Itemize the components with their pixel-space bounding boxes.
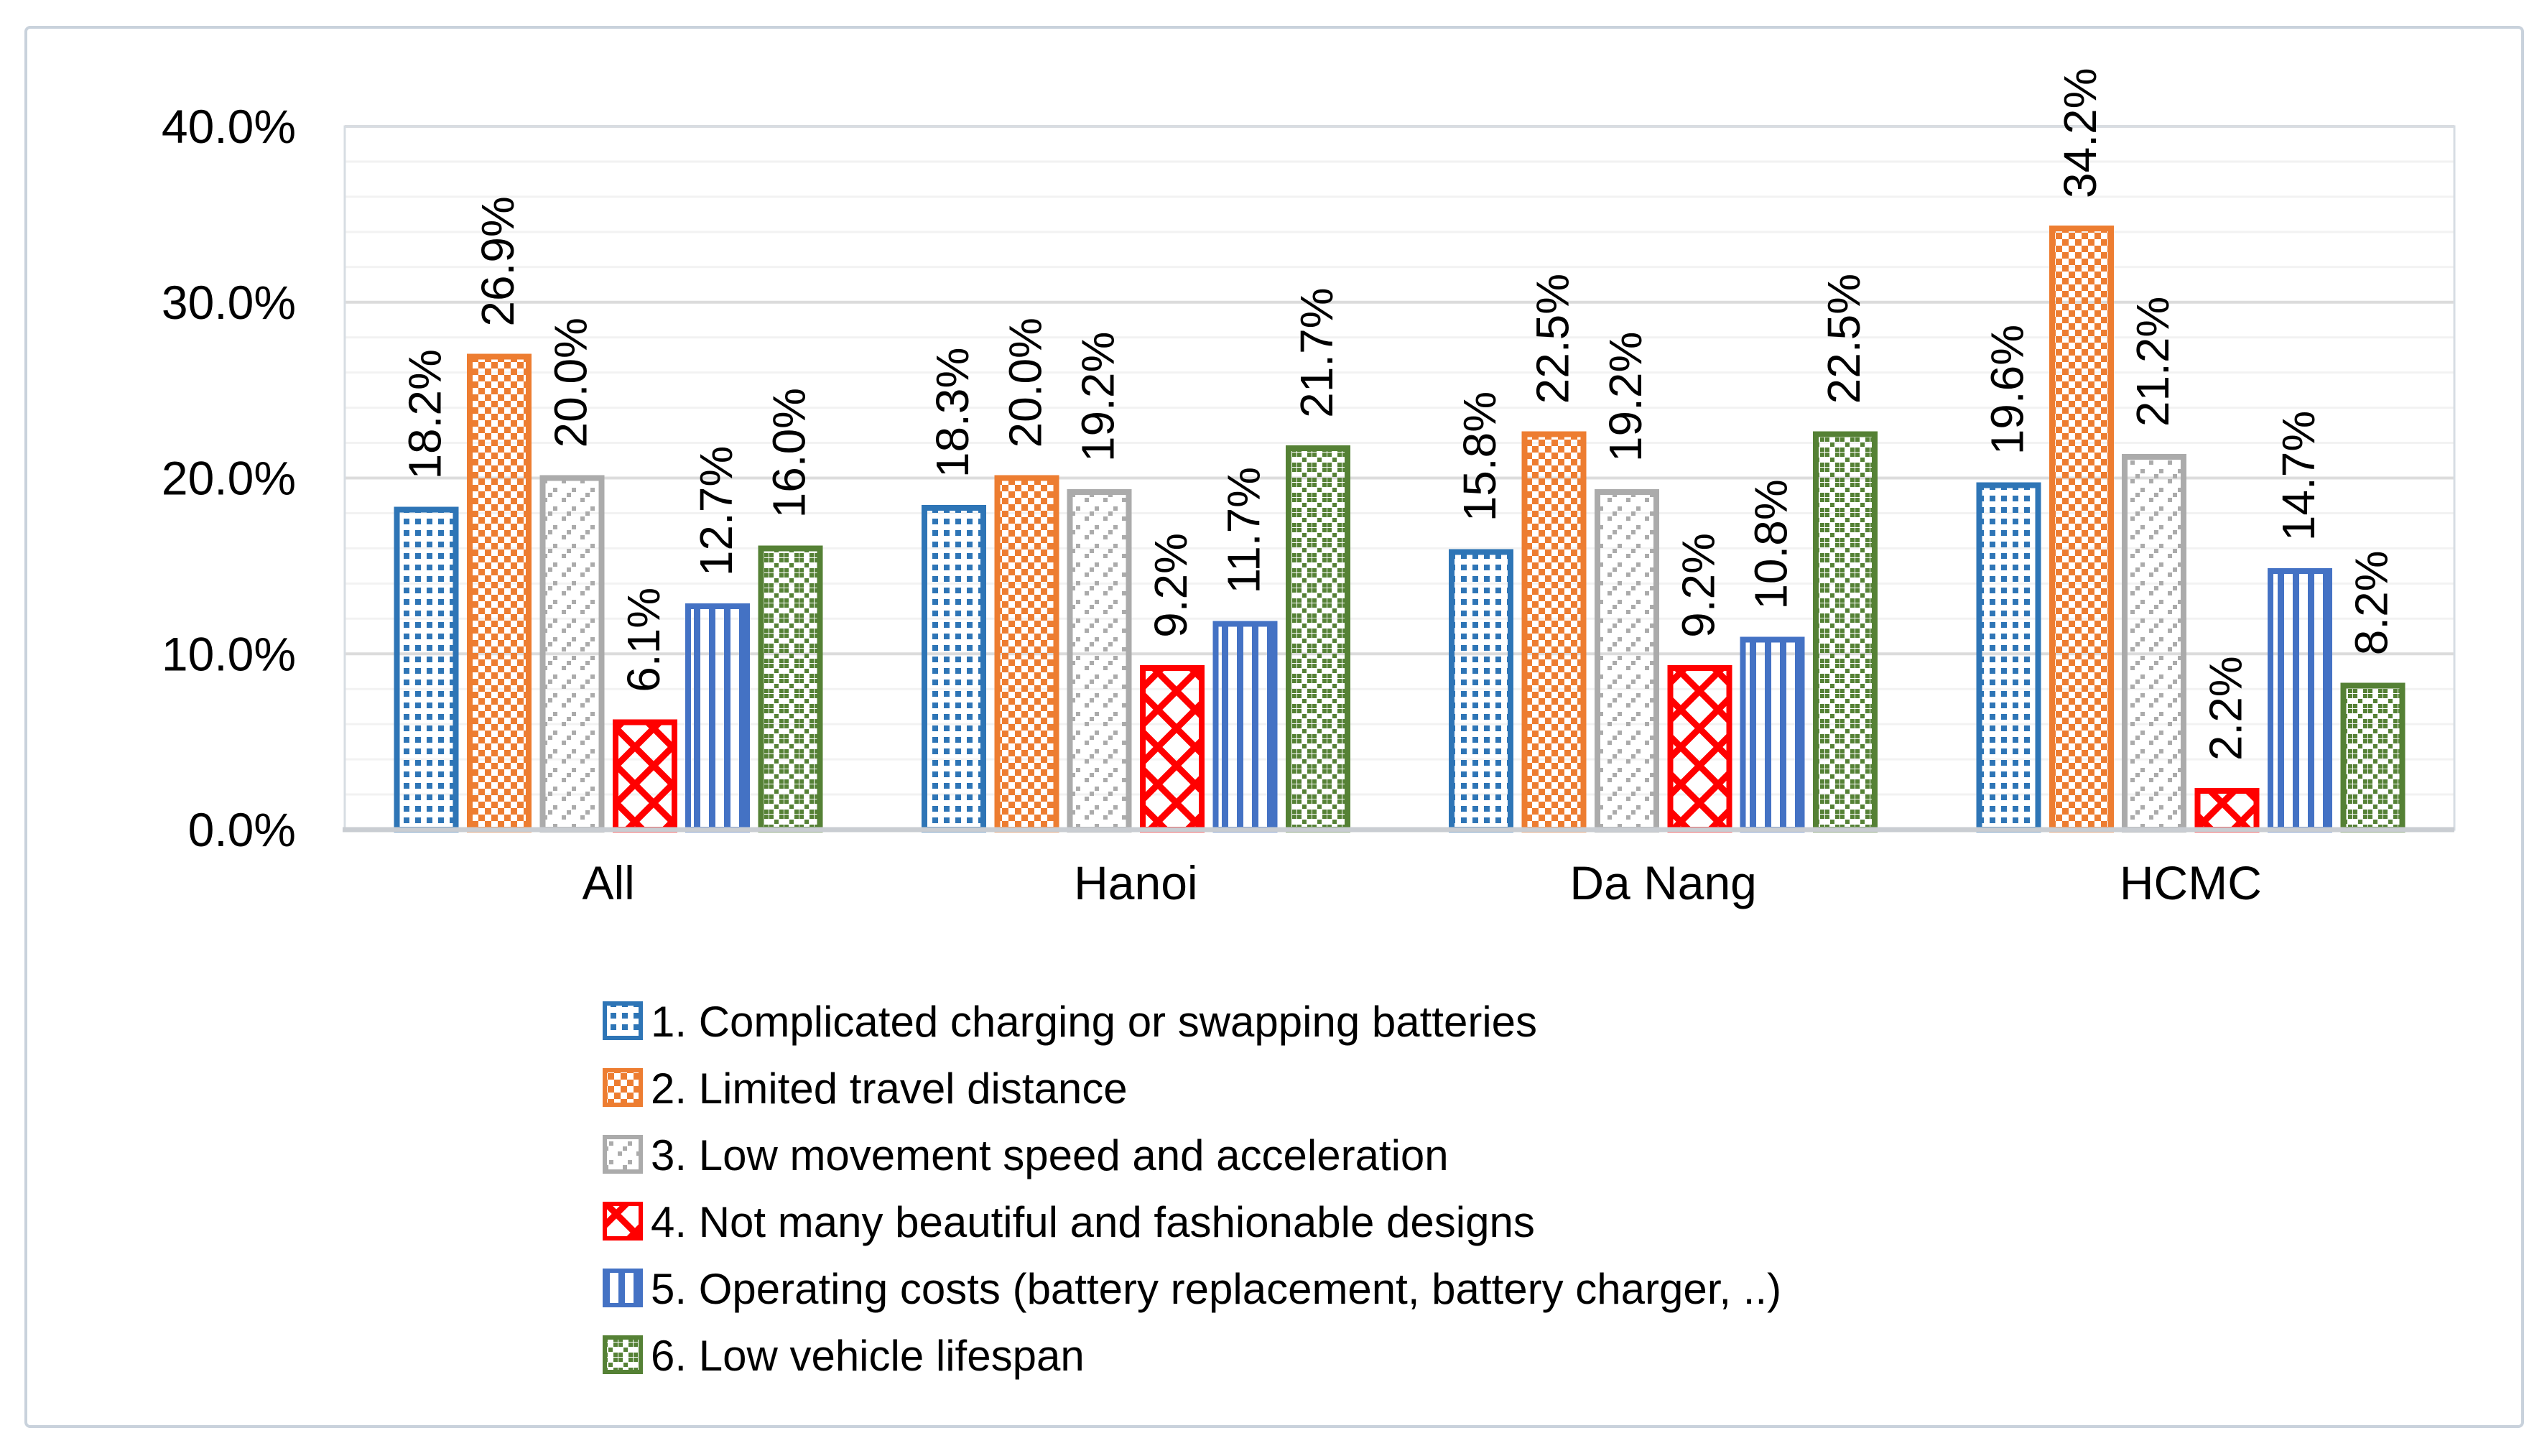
- bar-data-label: 15.8%: [1454, 391, 1506, 521]
- bar-hcmc-s5: [2267, 568, 2332, 833]
- series-3: 20.0% 19.2% 19.2% 21.2%: [539, 297, 2187, 833]
- legend-item-label: 1. Complicated charging or swapping batt…: [651, 998, 1537, 1046]
- bar-hcmc-s2: [2049, 225, 2114, 833]
- bar-data-label: 21.7%: [1291, 287, 1342, 417]
- x-axis-category-label: Da Nang: [1569, 856, 1757, 909]
- bar-data-label: 26.9%: [472, 196, 524, 326]
- legend-swatch-2: [603, 1068, 643, 1107]
- bar-all-s1: [394, 506, 459, 833]
- bar-data-label: 21.2%: [2127, 297, 2179, 427]
- bar-data-label: 34.2%: [2054, 68, 2106, 198]
- legend-swatch-3: [603, 1135, 643, 1174]
- y-axis-tick-label: 20.0%: [162, 452, 296, 505]
- bar-data-label: 20.0%: [544, 317, 596, 448]
- bar-hcmc-s4: [2194, 788, 2260, 833]
- bar-data-label: 20.0%: [999, 317, 1051, 448]
- bar-data-label: 22.5%: [1527, 274, 1579, 404]
- bar-all-s4: [612, 719, 677, 833]
- series-5: 12.7% 11.7% 10.8% 14.7%: [685, 411, 2332, 833]
- bar-all-s2: [467, 353, 532, 833]
- y-axis-tick-label: 0.0%: [188, 803, 296, 856]
- legend-item-label: 5. Operating costs (battery replacement,…: [651, 1265, 1781, 1313]
- legend-item-2: 2. Limited travel distance: [603, 1065, 1128, 1113]
- bar-all-s5: [685, 603, 751, 833]
- series-6: 16.0% 21.7% 22.5% 8.2%: [758, 274, 2406, 833]
- x-axis-category-label: HCMC: [2120, 856, 2262, 909]
- bar-data-label: 12.7%: [690, 446, 742, 576]
- y-axis-tick-label: 30.0%: [162, 276, 296, 329]
- bar-da-nang-s6: [1813, 431, 1878, 833]
- bar-hanoi-s1: [921, 505, 986, 833]
- bar-data-label: 6.1%: [618, 588, 669, 692]
- series-4: 6.1% 9.2% 9.2% 2.2%: [612, 533, 2260, 833]
- bar-hanoi-s6: [1285, 445, 1350, 833]
- legend-item-1: 1. Complicated charging or swapping batt…: [603, 998, 1537, 1046]
- bar-data-label: 14.7%: [2273, 411, 2324, 541]
- legend-item-5: 5. Operating costs (battery replacement,…: [603, 1265, 1781, 1313]
- bar-hanoi-s5: [1212, 621, 1278, 833]
- legend-item-4: 4. Not many beautiful and fashionable de…: [603, 1198, 1535, 1246]
- legend-swatch-1: [603, 1001, 643, 1040]
- bar-da-nang-s5: [1740, 636, 1805, 833]
- bar-data-label: 19.2%: [1600, 332, 1651, 462]
- series-2: 26.9% 20.0% 22.5% 34.2%: [467, 68, 2114, 833]
- bar-hanoi-s4: [1140, 664, 1205, 833]
- bar-hanoi-s2: [994, 475, 1059, 833]
- bar-data-label: 8.2%: [2345, 550, 2397, 655]
- bar-hcmc-s3: [2122, 454, 2187, 833]
- series-1: 18.2% 18.3% 15.8% 19.6%: [394, 325, 2041, 833]
- bar-hcmc-s1: [1976, 482, 2041, 833]
- bar-data-label: 2.2%: [2200, 656, 2252, 761]
- legend-item-label: 4. Not many beautiful and fashionable de…: [651, 1198, 1535, 1246]
- bar-data-label: 19.6%: [1981, 325, 2033, 455]
- plot-area: 0.0%10.0%20.0%30.0%40.0%18.2% 18.3% 15.8%1…: [162, 68, 2456, 909]
- bar-data-label: 22.5%: [1818, 274, 1870, 404]
- bar-all-s6: [758, 545, 823, 833]
- bar-hanoi-s3: [1067, 489, 1132, 833]
- y-axis-tick-label: 10.0%: [162, 627, 296, 680]
- bar-data-label: 9.2%: [1145, 533, 1197, 638]
- bar-hcmc-s6: [2340, 682, 2406, 833]
- bar-da-nang-s3: [1594, 489, 1659, 833]
- legend-item-label: 6. Low vehicle lifespan: [651, 1332, 1085, 1380]
- bar-data-label: 18.2%: [399, 349, 451, 479]
- bar-data-label: 16.0%: [764, 388, 815, 518]
- bar-data-label: 19.2%: [1072, 332, 1124, 462]
- bar-data-label: 11.7%: [1217, 467, 1269, 594]
- legend-item-label: 2. Limited travel distance: [651, 1065, 1128, 1113]
- legend-item-6: 6. Low vehicle lifespan: [603, 1332, 1085, 1380]
- legend-swatch-4: [603, 1202, 643, 1241]
- legend: 1. Complicated charging or swapping batt…: [603, 998, 1781, 1380]
- bar-data-label: 18.3%: [927, 348, 978, 478]
- legend-item-3: 3. Low movement speed and acceleration: [603, 1131, 1449, 1179]
- bar-data-label: 10.8%: [1745, 479, 1797, 609]
- x-axis-category-label: All: [582, 856, 634, 909]
- bar-all-s3: [539, 475, 605, 833]
- legend-swatch-5: [603, 1269, 643, 1307]
- bar-da-nang-s4: [1667, 664, 1732, 833]
- legend-swatch-6: [603, 1335, 643, 1374]
- bar-da-nang-s1: [1449, 549, 1514, 833]
- bar-data-label: 9.2%: [1672, 533, 1724, 638]
- x-axis-category-label: Hanoi: [1074, 856, 1197, 909]
- y-axis-tick-label: 40.0%: [162, 100, 296, 153]
- bar-da-nang-s2: [1521, 431, 1587, 833]
- legend-item-label: 3. Low movement speed and acceleration: [651, 1131, 1449, 1179]
